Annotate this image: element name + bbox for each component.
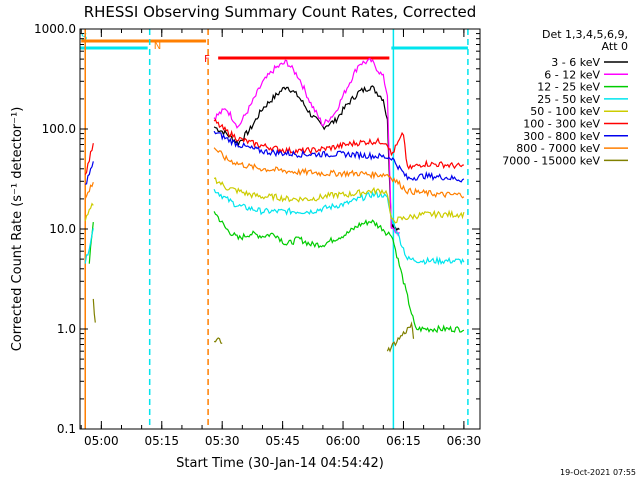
y-tick-label: 100.0: [42, 122, 76, 136]
y-tick-label: 1.0: [57, 322, 76, 336]
timestamp: 19-Oct-2021 07:55: [560, 468, 636, 477]
x-axis: 05:00 05:15 05:30 05:45 06:00 06:15 06:30: [80, 29, 482, 448]
series-line: [213, 57, 400, 237]
series-line: [92, 298, 96, 323]
x-tick-label: 05:00: [84, 434, 119, 448]
flag-label: N: [154, 41, 161, 52]
y-tick-label: 1000.0: [34, 22, 76, 36]
legend-entry-label: 7000 - 15000 keV: [502, 154, 600, 167]
legend-entry-label: 300 - 800 keV: [523, 130, 600, 143]
y-tick-label: 10.0: [49, 222, 76, 236]
chart-title: RHESSI Observing Summary Count Rates, Co…: [84, 3, 477, 21]
legend-entry-label: 50 - 100 keV: [530, 105, 600, 118]
series-line: [213, 147, 465, 199]
series-line: [84, 161, 94, 185]
legend-entry-label: 25 - 50 keV: [537, 93, 600, 106]
x-tick-label: 05:30: [205, 434, 240, 448]
legend-title: Det 1,3,4,5,6,9,: [542, 28, 628, 41]
flag-label: F: [204, 54, 210, 65]
series-layer: [84, 57, 465, 353]
series-line: [84, 228, 94, 264]
series-line: [213, 118, 465, 171]
y-axis-label: Corrected Count Rate (s⁻¹ detector⁻¹): [10, 107, 25, 352]
series-line: [213, 130, 465, 183]
series-line: [214, 337, 223, 344]
x-tick-label: 06:15: [386, 434, 421, 448]
legend-subtitle: Att 0: [602, 40, 628, 53]
legend-entry-label: 3 - 6 keV: [551, 56, 600, 69]
series-line: [213, 177, 465, 224]
y-tick-label: 0.1: [57, 422, 76, 436]
x-axis-label: Start Time (30-Jan-14 04:54:42): [176, 456, 384, 471]
legend-entry-label: 6 - 12 keV: [544, 68, 600, 81]
series-line: [84, 143, 94, 175]
x-tick-label: 06:00: [326, 434, 361, 448]
y-axis: 0.1 1.0 10.0 100.0 1000.0: [34, 22, 480, 436]
series-line: [84, 182, 94, 200]
legend-entry-label: 100 - 300 keV: [523, 118, 600, 131]
x-tick-label: 05:15: [144, 434, 179, 448]
series-line: [213, 188, 465, 266]
series-line: [84, 202, 94, 222]
legend-entry-label: 800 - 7000 keV: [516, 142, 600, 155]
x-tick-label: 05:45: [265, 434, 300, 448]
x-tick-label: 06:30: [447, 434, 482, 448]
flags-layer: S N F: [80, 32, 468, 65]
legend-entry-label: 12 - 25 keV: [537, 81, 600, 94]
series-line: [213, 211, 465, 334]
series-line: [213, 85, 400, 232]
flag-label: S: [81, 32, 87, 43]
series-line: [386, 321, 415, 353]
